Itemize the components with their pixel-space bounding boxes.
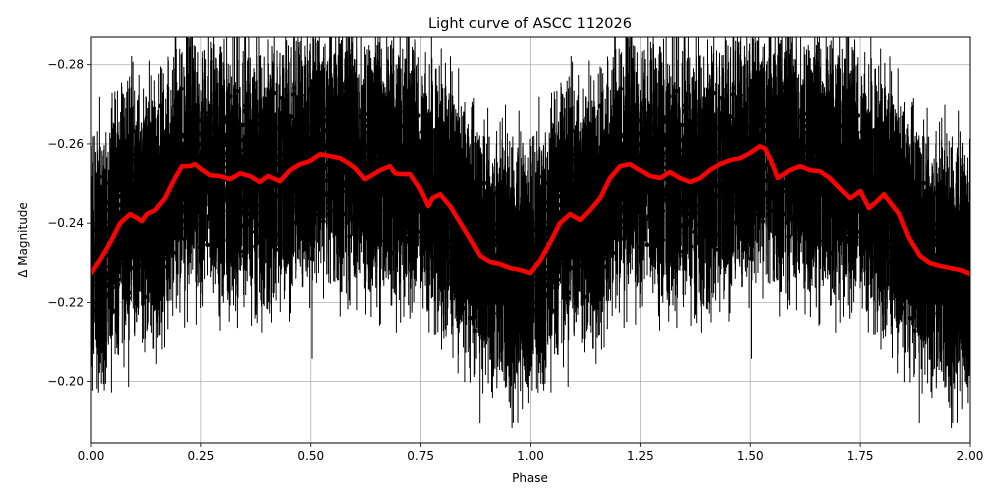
smoothed-curve [91, 144, 970, 277]
data-points [91, 78, 970, 334]
x-tick-label: 1.50 [737, 449, 764, 463]
y-tick-label: −0.28 [47, 58, 84, 72]
y-tick-label: −0.26 [47, 137, 84, 151]
y-tick-label: −0.20 [47, 375, 84, 389]
y-axis-label: Δ Magnitude [16, 202, 30, 278]
x-tick-label: 0.25 [188, 449, 215, 463]
x-tick-label: 0.75 [407, 449, 434, 463]
x-tick-label: 1.00 [517, 449, 544, 463]
x-tick-label: 2.00 [957, 449, 984, 463]
y-axis: −0.28 −0.26 −0.24 −0.22 −0.20 [47, 58, 91, 389]
x-axis-label: Phase [512, 471, 548, 485]
x-tick-label: 1.75 [847, 449, 874, 463]
y-tick-label: −0.22 [47, 295, 84, 309]
x-tick-label: 0.00 [78, 449, 105, 463]
x-tick-label: 0.50 [297, 449, 324, 463]
x-axis: 0.00 0.25 0.50 0.75 1.00 1.25 1.50 1.75 2.00 [78, 443, 984, 463]
x-tick-label: 1.25 [627, 449, 654, 463]
y-tick-label: −0.24 [47, 216, 84, 230]
chart-title: Light curve of ASCC 112026 [428, 16, 632, 32]
